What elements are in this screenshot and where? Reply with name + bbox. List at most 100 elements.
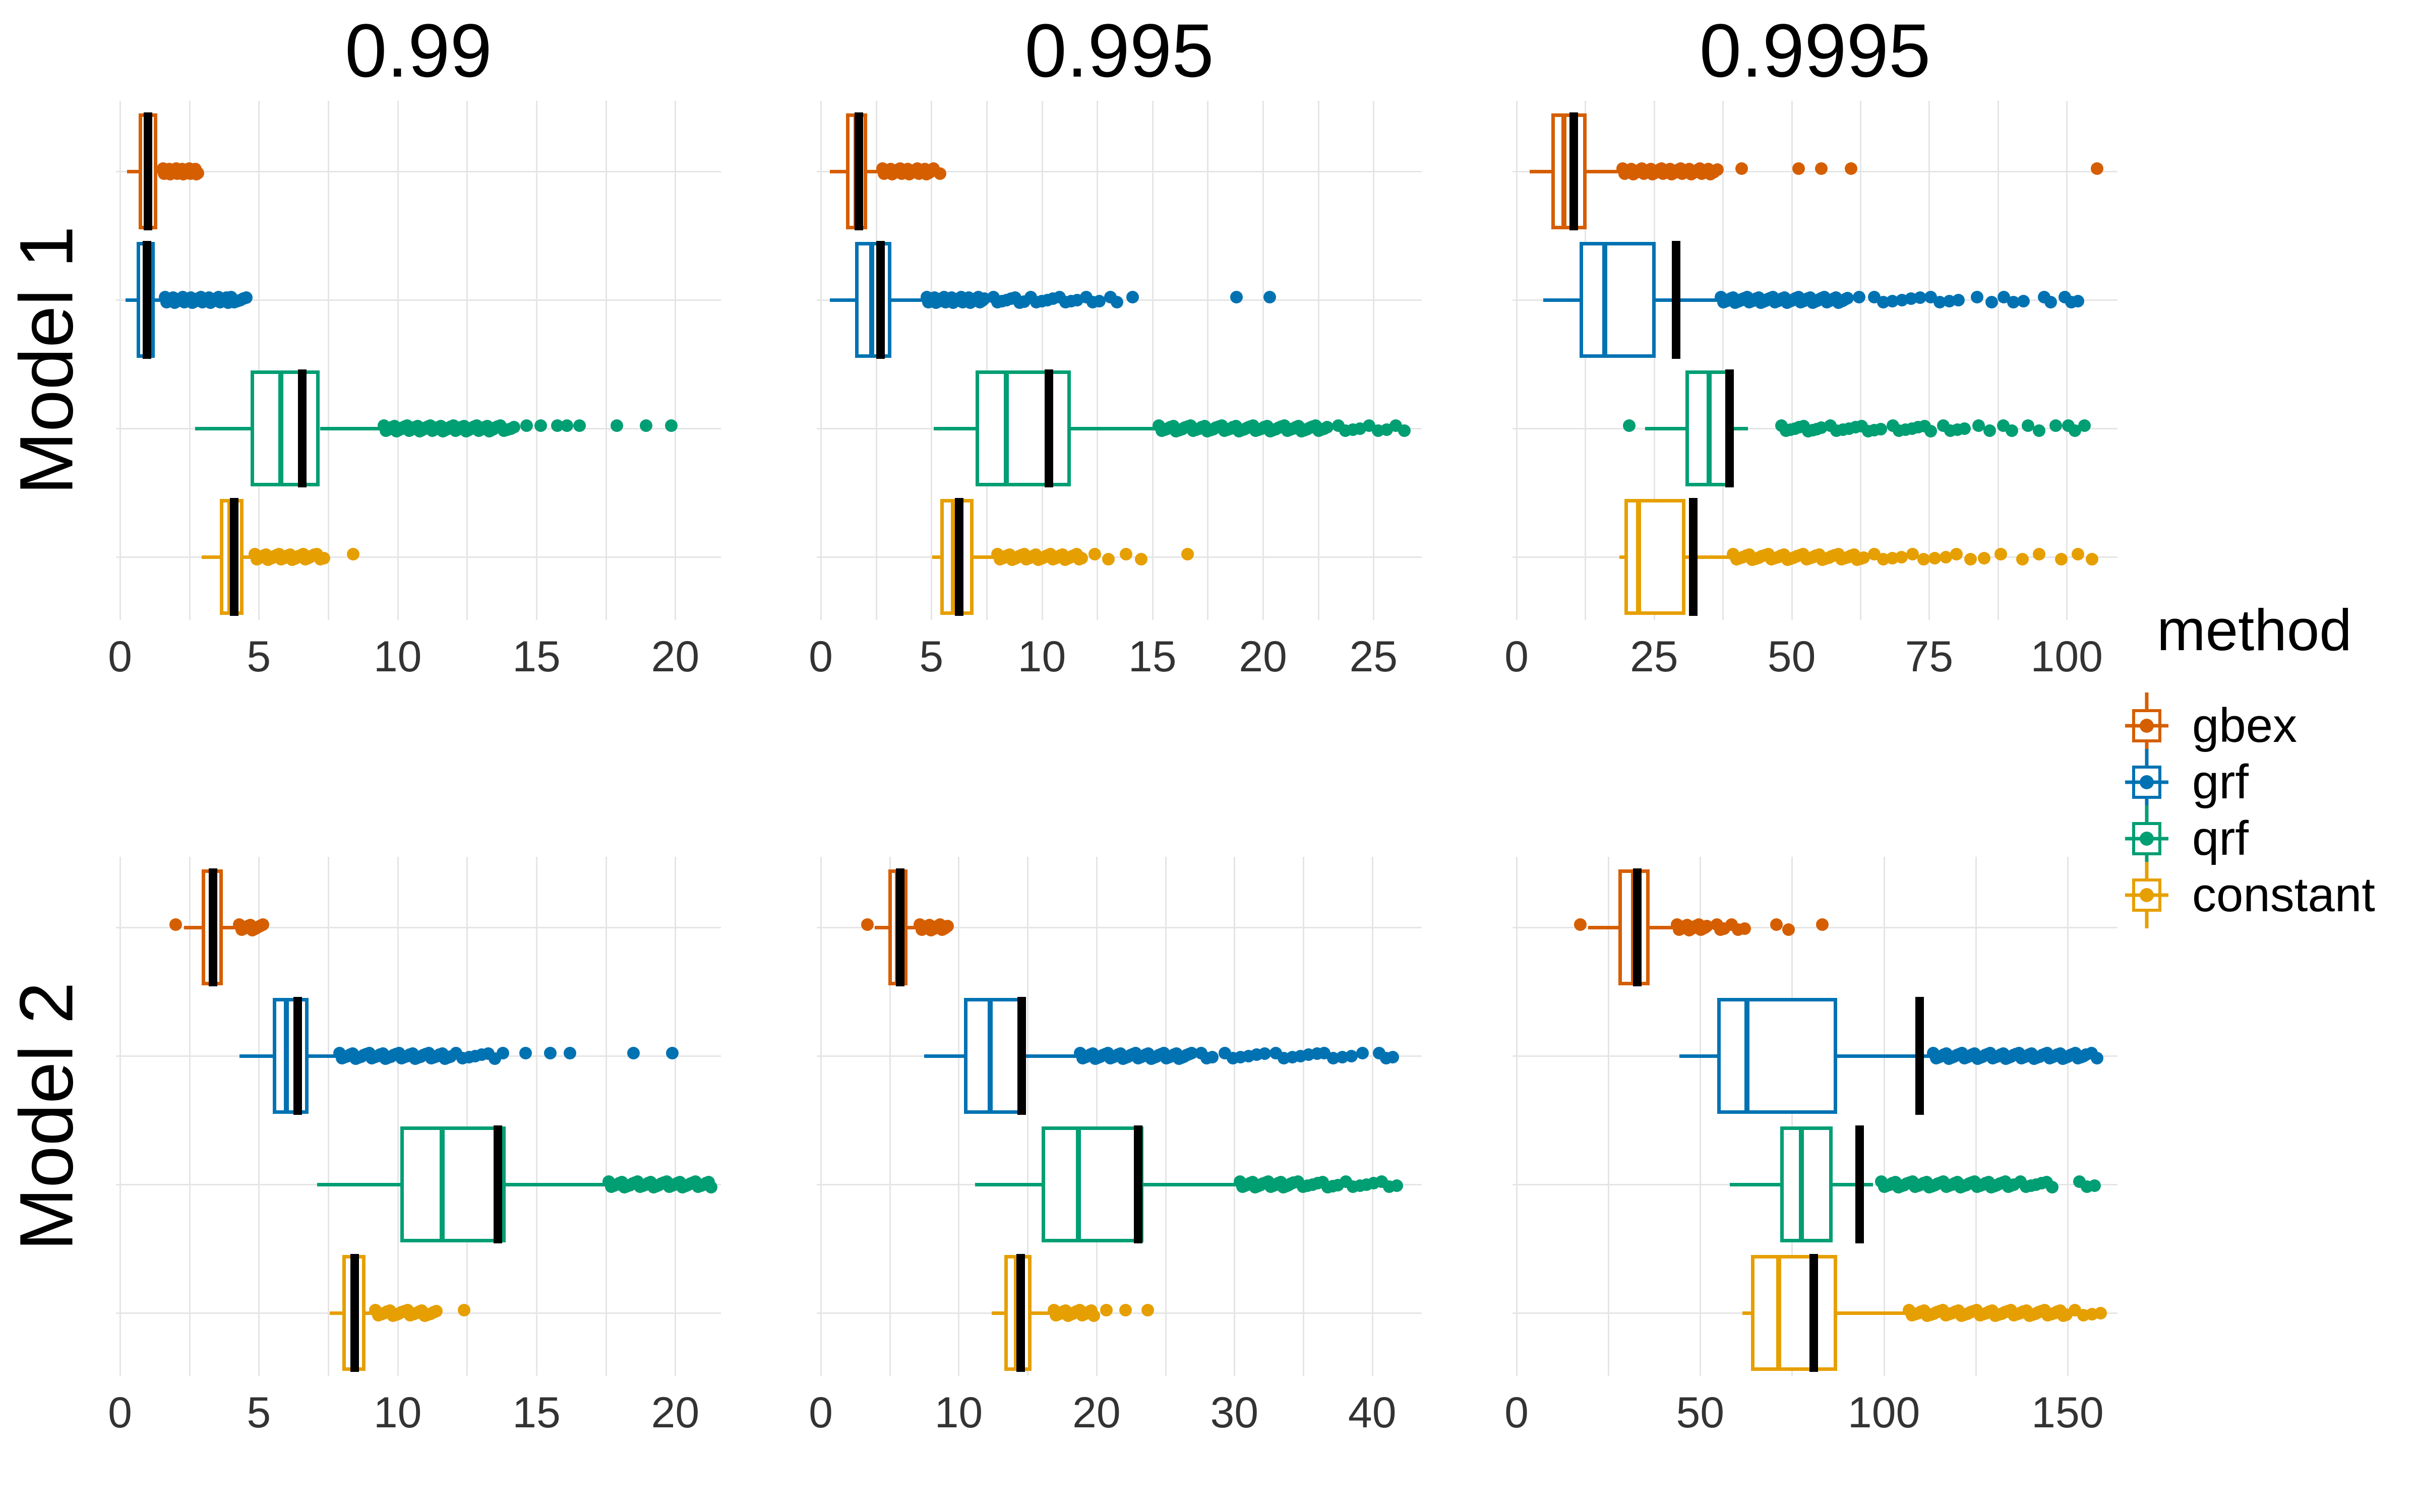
outlier-dot <box>1928 551 1941 564</box>
outlier-dot <box>1924 425 1938 437</box>
gridline-v <box>1722 101 1724 620</box>
whisker-right <box>1656 298 1720 302</box>
x-tick-label: 0 <box>809 1389 833 1437</box>
outlier-dot <box>2033 548 2046 560</box>
boxplot-box-qrf <box>975 370 1071 486</box>
whisker-right <box>1685 555 1731 559</box>
x-tick-label: 40 <box>1348 1389 1397 1437</box>
reference-line-constant <box>350 1254 359 1372</box>
gridline-v <box>675 857 677 1376</box>
whisker-right <box>1023 1054 1079 1058</box>
outlier-dot <box>169 918 182 931</box>
whisker-right <box>320 427 383 430</box>
median-line-constant <box>951 502 956 611</box>
gridline-v <box>605 101 607 620</box>
legend-label: gbex <box>2192 699 2297 752</box>
legend-title: method <box>2157 597 2352 663</box>
gridline-v <box>1791 857 1793 1376</box>
reference-line-grf <box>293 997 302 1115</box>
whisker-right <box>1070 427 1155 430</box>
reference-line-qrf <box>1725 369 1734 487</box>
reference-line-grf <box>876 241 885 359</box>
outlier-dot <box>1230 291 1243 303</box>
gridline-v <box>536 101 538 620</box>
outlier-dot <box>563 1047 576 1059</box>
reference-line-grf <box>1017 997 1026 1115</box>
whisker-right <box>1586 170 1621 173</box>
x-tick-label: 10 <box>373 1389 422 1437</box>
outlier-dot <box>544 1047 557 1059</box>
gridline-v <box>1373 101 1375 620</box>
median-line-grf <box>1744 1001 1749 1110</box>
whisker-left <box>829 170 846 173</box>
legend-label: grf <box>2192 755 2249 809</box>
gridline-v <box>1860 101 1862 620</box>
median-line-qrf <box>1798 1130 1804 1239</box>
outlier-dot <box>1816 918 1829 931</box>
whisker-left <box>992 1311 1004 1315</box>
boxplot-box-qrf <box>250 370 320 486</box>
legend-key-constant-icon <box>2125 862 2168 928</box>
facet-title: 0.995 <box>1024 8 1214 93</box>
outlier-dot <box>2078 419 2091 432</box>
gridline-v <box>1303 857 1305 1376</box>
x-tick-label: 100 <box>1847 1389 1920 1437</box>
panel-model2-0.995 <box>817 857 1422 1376</box>
outlier-dot <box>561 419 574 432</box>
panel-model1-0.99 <box>116 101 721 620</box>
reference-line-qrf <box>1044 369 1053 487</box>
outlier-dot <box>430 1305 443 1318</box>
x-tick-label: 75 <box>1905 633 1954 681</box>
gridline-h <box>116 927 721 928</box>
whisker-right <box>1837 1054 1930 1058</box>
outlier-dot <box>519 1047 532 1059</box>
gridline-v <box>1262 101 1264 620</box>
outlier-dot <box>1970 291 1983 303</box>
gridline-v <box>397 857 399 1376</box>
row-strip-label: Model 2 <box>4 982 89 1251</box>
boxplot-box-qrf <box>1780 1126 1833 1242</box>
outlier-dot <box>1994 548 2007 560</box>
gridline-h <box>817 1312 1422 1314</box>
gridline-v <box>1207 101 1209 620</box>
x-tick-label: 15 <box>512 633 561 681</box>
x-tick-label: 10 <box>373 633 422 681</box>
reference-line-constant <box>955 498 964 616</box>
legend-key-qrf-icon <box>2125 805 2168 872</box>
gridline-v <box>1653 101 1655 620</box>
gridline-v <box>189 101 191 620</box>
whisker-left <box>1530 170 1551 173</box>
outlier-dot <box>458 1304 471 1316</box>
median-line-constant <box>1776 1258 1781 1367</box>
boxplot-box-constant <box>1624 499 1685 615</box>
gridline-v <box>397 101 399 620</box>
outlier-dot <box>1263 291 1276 303</box>
outlier-dot <box>941 920 954 933</box>
whisker-left <box>932 555 940 559</box>
gridline-v <box>1317 101 1319 620</box>
outlier-dot <box>705 1181 718 1193</box>
whisker-left <box>874 926 888 929</box>
x-tick-label: 0 <box>1504 1389 1529 1437</box>
outlier-dot <box>1895 550 1908 563</box>
whisker-right <box>244 555 254 559</box>
gridline-v <box>1791 101 1793 620</box>
gridline-v <box>889 857 891 1376</box>
outlier-dot <box>1939 550 1952 563</box>
legend-key-dot <box>2140 719 2154 733</box>
outlier-dot <box>666 1047 679 1059</box>
gridline-v <box>1516 857 1518 1376</box>
gridline-v <box>931 101 933 620</box>
outlier-dot <box>1844 162 1857 175</box>
outlier-dot <box>240 291 253 304</box>
x-tick-label: 100 <box>2030 633 2103 681</box>
gridline-v <box>986 101 988 620</box>
outlier-dot <box>1958 422 1971 435</box>
boxplot-box-gbex <box>1551 113 1587 229</box>
gridline-h <box>817 927 1422 928</box>
gridline-v <box>820 857 822 1376</box>
gridline-h <box>116 556 721 558</box>
x-tick-label: 20 <box>1239 633 1287 681</box>
whisker-left <box>127 170 139 173</box>
whisker-right <box>1649 926 1673 929</box>
